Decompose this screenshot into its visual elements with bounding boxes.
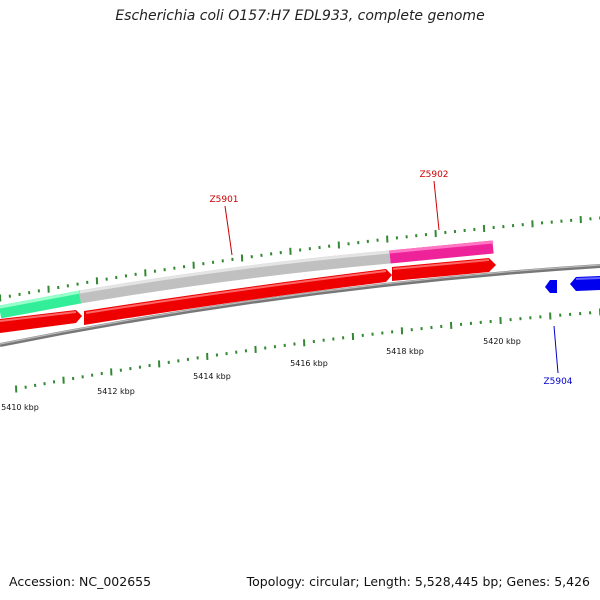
gene-label-leader <box>553 325 559 374</box>
genome-summary-text: Topology: circular; Length: 5,528,445 bp… <box>246 574 590 589</box>
gene-label-leader <box>224 205 233 256</box>
forward-cds-arrow[interactable] <box>392 258 496 281</box>
scale-label: 5416 kbp <box>290 359 328 368</box>
forward-cds-track <box>0 258 496 333</box>
gray-feature[interactable] <box>78 250 391 304</box>
teal-feature[interactable] <box>0 290 82 319</box>
lower-tick-arc <box>15 308 600 393</box>
scale-label: 5420 kbp <box>483 337 521 346</box>
pink-feature[interactable] <box>389 240 494 264</box>
genome-backbone <box>0 264 600 347</box>
gene-label-z5904[interactable]: Z5904 <box>543 377 572 387</box>
reverse-cds-arrow[interactable] <box>545 280 557 293</box>
scale-label: 5418 kbp <box>386 347 424 356</box>
reverse-cds-track <box>545 276 600 293</box>
accession-text: Accession: NC_002655 <box>9 574 152 589</box>
forward-cds-arrow[interactable] <box>84 269 392 325</box>
map-title: Escherichia coli O157:H7 EDL933, complet… <box>115 8 485 24</box>
feature-ring <box>0 240 494 319</box>
forward-cds-arrow[interactable] <box>0 310 82 333</box>
gene-label-z5901[interactable]: Z5901 <box>209 195 238 205</box>
gene-label-z5902[interactable]: Z5902 <box>419 170 448 180</box>
upper-tick-arc <box>0 216 600 302</box>
gene-label-leader <box>433 180 440 231</box>
scale-label: 5412 kbp <box>97 387 135 396</box>
scale-label: 5410 kbp <box>1 403 39 412</box>
scale-label: 5414 kbp <box>193 372 231 381</box>
